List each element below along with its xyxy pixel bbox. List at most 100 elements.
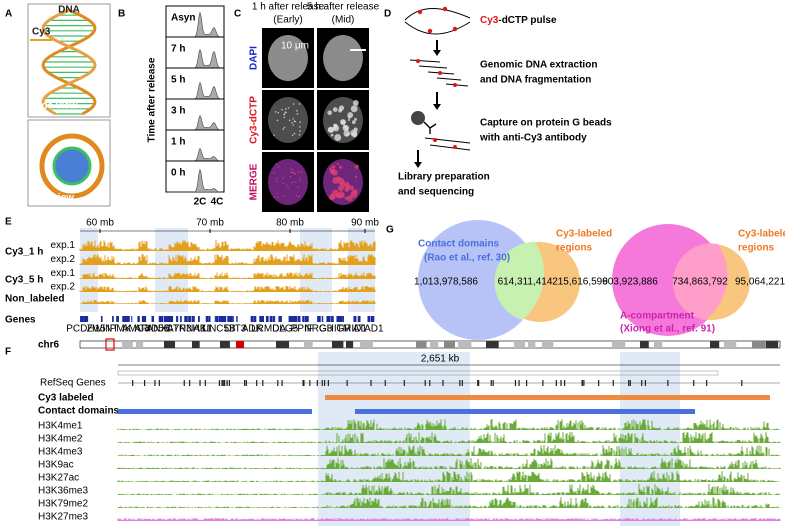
gene-block: [294, 316, 298, 322]
exon: [403, 380, 405, 386]
foci: [282, 128, 285, 130]
foci: [292, 171, 295, 174]
dna-strand: [404, 8, 471, 35]
foci: [294, 173, 297, 175]
dna-fragment: [429, 144, 471, 151]
column-header: (Early): [273, 15, 302, 26]
gene-block: [274, 316, 276, 322]
gene-block: [137, 316, 140, 322]
gene-block: [368, 316, 371, 322]
exon: [228, 380, 231, 386]
foci: [354, 117, 357, 121]
panel-letter: B: [118, 9, 125, 20]
foci: [288, 119, 291, 122]
dna-strand: [41, 8, 97, 116]
gene-block: [125, 316, 127, 322]
gene-block: [229, 316, 233, 322]
foci: [341, 119, 346, 125]
exon: [514, 380, 517, 386]
channel-label: Cy3-dCTP: [249, 96, 260, 144]
foci: [277, 166, 280, 168]
ideogram-band: [192, 341, 200, 348]
exon: [644, 380, 647, 386]
highlight-region: [300, 228, 332, 312]
cy3-label-dot: [442, 6, 448, 12]
cy3-label: Cy3: [32, 125, 51, 136]
replicate-label: exp.1: [51, 268, 76, 279]
exon: [281, 380, 283, 386]
exon: [303, 380, 305, 386]
gene-block: [188, 316, 191, 322]
panel-letter: E: [5, 217, 12, 228]
gene-block: [164, 316, 167, 322]
foci: [297, 186, 299, 188]
foci: [334, 133, 342, 141]
exon: [384, 380, 386, 386]
gene-block: [332, 316, 334, 322]
foci: [343, 130, 351, 137]
foci: [297, 171, 300, 174]
gene-block: [218, 316, 221, 322]
view-label: Top view: [32, 193, 74, 204]
panel-letter: C: [234, 9, 241, 20]
cy3-label: Cy3: [32, 27, 51, 38]
highlight: Cy3: [480, 15, 499, 26]
foci: [332, 165, 336, 169]
exon: [560, 380, 562, 386]
foci: [287, 107, 290, 109]
venn-value: 95,064,221: [735, 277, 785, 288]
gene-block: [214, 316, 216, 322]
cy3-label-dot: [433, 138, 437, 142]
ideogram-band: [164, 341, 176, 348]
ideogram-band: [416, 341, 427, 348]
exon: [218, 380, 221, 386]
arrow-head: [433, 104, 441, 110]
step-text: and sequencing: [398, 187, 474, 198]
exon: [612, 380, 614, 386]
gene-name: ATAD1: [353, 324, 384, 335]
venn-label: Cy3-labeled: [738, 229, 785, 240]
track-label: Cy3_1 h: [5, 247, 43, 258]
foci: [338, 192, 344, 198]
nucleus: [268, 159, 308, 205]
cy3-label-dot: [438, 71, 442, 75]
cy3-labeled-region: [325, 395, 770, 400]
gene-block: [126, 316, 129, 322]
foci: [328, 167, 332, 171]
gene-block: [227, 316, 230, 322]
scale-bar-label: 10 μm: [281, 41, 309, 52]
foci: [342, 124, 350, 132]
channel-label: DAPI: [249, 46, 260, 70]
region-box: [105, 338, 115, 351]
signal-track: [79, 240, 376, 251]
step-text: with anti-Cy3 antibody: [479, 133, 587, 144]
ideogram-band: [612, 341, 626, 348]
gene-block: [265, 316, 269, 322]
gene-block: [319, 316, 321, 322]
histone-signal: [117, 445, 781, 456]
dna-fragment: [409, 59, 441, 63]
exon: [183, 380, 185, 386]
exon: [370, 380, 372, 386]
channel-label: MERGE: [249, 163, 260, 200]
ruler-label: 70 mb: [196, 218, 224, 229]
gene-name: ADK: [242, 324, 263, 335]
histone-signal: [117, 432, 781, 443]
bead: [411, 111, 425, 125]
gene-block: [206, 316, 209, 322]
cy3-label-dot: [453, 83, 457, 87]
foci: [273, 172, 276, 174]
chromosome-label: chr6: [38, 340, 60, 351]
foci: [351, 120, 356, 124]
cy3-label-dot: [427, 28, 433, 34]
foci: [336, 163, 339, 166]
cy3-label-dot: [452, 26, 458, 32]
gene-block: [116, 316, 119, 322]
gene-name: PCDH15: [66, 324, 106, 335]
centromere: [236, 341, 244, 348]
foci: [327, 110, 333, 116]
venn-value: 614,311,414: [498, 277, 553, 288]
gene-name: IPMK: [107, 324, 132, 335]
exon: [262, 380, 264, 386]
gene-block: [232, 316, 234, 322]
